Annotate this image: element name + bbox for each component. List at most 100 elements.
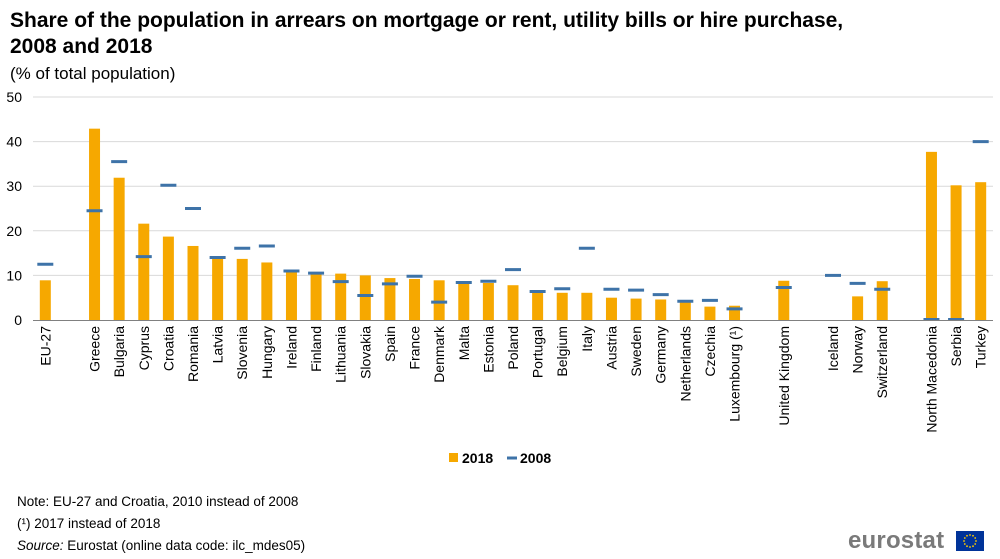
bar-2018: [778, 280, 790, 320]
bar-2018: [482, 282, 494, 320]
bar-2018: [236, 258, 248, 320]
bar-2018: [261, 262, 273, 320]
x-tick-label: Ireland: [283, 326, 299, 369]
y-tick-label: 20: [6, 223, 22, 239]
flag-star: [972, 534, 974, 537]
x-tick-label: Netherlands: [677, 326, 693, 402]
bar-2018: [310, 273, 322, 320]
x-tick-label: France: [407, 326, 423, 370]
chart-subtitle: (% of total population): [10, 64, 176, 83]
x-tick-label: Iceland: [825, 326, 841, 371]
x-tick-label: Switzerland: [874, 326, 890, 398]
x-tick-label: Croatia: [160, 326, 176, 371]
bar-2018: [581, 292, 593, 320]
grid-lines: [33, 96, 993, 276]
footnotes: Note: EU-27 and Croatia, 2010 instead of…: [17, 491, 305, 557]
bar-2018: [852, 296, 864, 320]
x-tick-label: Slovenia: [234, 326, 250, 380]
flag-star: [972, 545, 974, 548]
flag-star: [963, 543, 966, 545]
bar-2018: [39, 280, 51, 320]
bar-2018: [433, 280, 445, 320]
logo-text: eurostat: [848, 527, 945, 554]
bar-2018: [605, 297, 617, 320]
bar-2018: [679, 301, 691, 320]
x-tick-label: Malta: [456, 326, 472, 360]
x-tick-label: Italy: [579, 326, 595, 352]
x-tick-label: Czechia: [702, 326, 718, 377]
bar-2018: [704, 306, 716, 320]
bar-2018: [458, 282, 470, 320]
bar-2018: [89, 128, 101, 320]
x-tick-label: Spain: [382, 326, 398, 362]
bar-2018: [729, 305, 741, 320]
bar-2018: [384, 278, 396, 320]
bars-2018: [39, 128, 987, 320]
y-tick-label: 0: [14, 312, 22, 328]
flag-star: [963, 540, 965, 542]
x-tick-label: Hungary: [259, 326, 275, 379]
bar-2018: [409, 278, 421, 320]
x-tick-label: Luxembourg (¹): [727, 326, 743, 422]
x-tick-label: North Macedonia: [923, 326, 939, 433]
x-tick-label: Estonia: [480, 326, 496, 373]
flag-star: [974, 543, 977, 545]
bar-2018: [556, 292, 568, 320]
x-tick-label: Poland: [505, 326, 521, 370]
bar-2018: [655, 299, 667, 320]
bar-2018: [187, 245, 199, 320]
y-tick-label: 10: [6, 267, 22, 283]
y-tick-label: 30: [6, 178, 22, 194]
bar-2018: [630, 298, 642, 320]
chart-title: Share of the population in arrears on mo…: [10, 9, 844, 58]
eu-flag-icon: [956, 531, 984, 551]
bar-2018: [507, 285, 519, 320]
legend-label-2018: 2018: [462, 450, 493, 466]
x-axis-tick-labels: EU-27 Greece Bulgaria Cyprus Croatia Romania L…: [37, 325, 988, 433]
flag-star: [969, 546, 971, 548]
bar-2018: [950, 185, 962, 320]
x-tick-label: Bulgaria: [111, 326, 127, 378]
x-tick-label: Belgium: [554, 326, 570, 377]
bar-2018: [335, 273, 347, 320]
bar-2018: [532, 291, 544, 320]
bar-2018: [876, 281, 888, 320]
legend-swatch-2018: [449, 453, 458, 462]
x-tick-label: Lithuania: [333, 326, 349, 383]
note-line: (¹) 2017 instead of 2018: [17, 516, 161, 531]
eurostat-logo: eurostat: [848, 527, 988, 555]
bar-2018: [162, 236, 174, 320]
x-tick-label: Slovakia: [357, 326, 373, 379]
source-label: Source:: [17, 538, 64, 553]
x-tick-label: Norway: [850, 326, 866, 373]
flag-star: [975, 540, 977, 542]
y-tick-label: 50: [6, 89, 22, 105]
flag-star: [974, 537, 977, 539]
y-axis-tick-labels: 0 10 20 30 40 50: [6, 89, 22, 328]
x-tick-label: Finland: [308, 326, 324, 372]
x-tick-label: Germany: [653, 326, 669, 384]
x-tick-label: Romania: [185, 326, 201, 382]
source-line: Source: Eurostat (online data code: ilc_…: [17, 535, 305, 557]
legend: 2018 2008: [449, 450, 551, 466]
y-tick-label: 40: [6, 134, 22, 150]
bar-2018: [212, 257, 224, 320]
x-tick-label: Austria: [603, 326, 619, 370]
flag-star: [966, 545, 968, 548]
markers-2008: [37, 140, 989, 322]
flag-star: [969, 534, 971, 536]
bar-2018: [359, 275, 371, 320]
x-tick-label: United Kingdom: [776, 326, 792, 426]
x-tick-label: EU-27: [37, 326, 53, 366]
legend-label-2008: 2008: [520, 450, 551, 466]
x-tick-label: Denmark: [431, 325, 447, 383]
flag-star: [963, 537, 966, 539]
x-tick-label: Portugal: [530, 326, 546, 378]
x-tick-label: Turkey: [973, 326, 989, 368]
x-tick-label: Greece: [87, 326, 103, 372]
source-text: Eurostat (online data code: ilc_mdes05): [63, 538, 306, 553]
bar-2018: [113, 177, 125, 320]
x-tick-label: Sweden: [628, 326, 644, 377]
x-tick-label: Serbia: [948, 326, 964, 367]
bar-2018: [925, 151, 937, 320]
